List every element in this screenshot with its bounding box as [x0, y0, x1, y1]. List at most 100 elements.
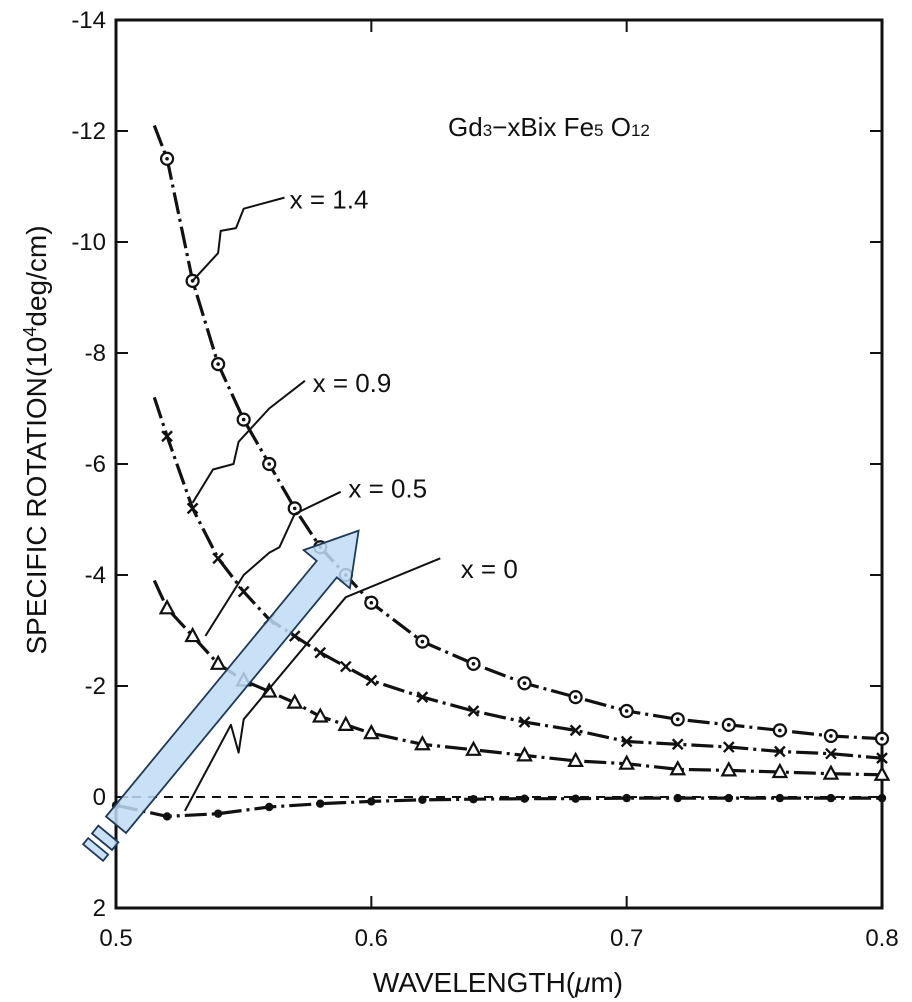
point: [671, 738, 684, 751]
annotation-layer: x = 1.4 x = 0.9 x = 0.5 x = 0: [184, 185, 518, 812]
point: [186, 502, 199, 515]
annotation-leader: [184, 557, 441, 812]
point: [622, 793, 631, 803]
annotation-leader: [191, 196, 285, 282]
point: [337, 715, 355, 731]
point-center: [420, 639, 425, 644]
overlay-arrow-layer: [81, 529, 360, 863]
point: [316, 799, 325, 808]
point: [722, 741, 735, 753]
point: [774, 745, 786, 758]
point: [876, 752, 888, 764]
series-line: [152, 579, 883, 777]
point: [418, 795, 427, 804]
annotation-2: x = 0.5: [204, 473, 427, 637]
point: [520, 794, 529, 803]
point: [772, 723, 787, 738]
point: [469, 795, 478, 804]
series-line: [115, 796, 882, 819]
point: [517, 676, 532, 691]
point-center: [292, 506, 297, 511]
point: [211, 357, 226, 372]
point: [362, 723, 380, 740]
series-line: [152, 124, 883, 741]
point-center: [241, 417, 246, 422]
point-center: [267, 462, 272, 466]
point: [567, 751, 584, 768]
point: [162, 812, 172, 821]
point-center: [471, 662, 476, 666]
point-center: [880, 736, 884, 741]
point: [416, 691, 429, 703]
point: [314, 646, 327, 659]
point: [209, 654, 227, 670]
point: [569, 724, 582, 737]
point-center: [573, 695, 578, 699]
annotation-leader: [191, 380, 306, 504]
point: [673, 793, 682, 803]
point: [516, 746, 533, 762]
point: [466, 656, 481, 671]
x-tick-label: 0.7: [610, 925, 643, 952]
point: [465, 740, 482, 756]
point: [236, 412, 251, 427]
annotation-leader: [204, 490, 342, 637]
point-center: [165, 156, 169, 161]
point-center: [829, 734, 833, 738]
point: [339, 660, 352, 673]
annotation-1: x = 0.9: [191, 368, 392, 504]
point-center: [216, 362, 220, 366]
point: [618, 754, 636, 770]
point: [414, 734, 431, 751]
y-tick-label: -8: [85, 340, 106, 367]
series-1: [152, 396, 888, 764]
point: [568, 689, 583, 705]
y-tick-label: -14: [71, 7, 106, 34]
point: [620, 735, 633, 748]
series-label: x = 0.9: [313, 368, 392, 398]
point-center: [624, 709, 629, 713]
axis-ticks: -14 -12 -10 -8 -6 -4 -2 0 2 0.5 0.6 0.7 0.8: [71, 7, 898, 952]
y-tick-label: -12: [71, 118, 106, 145]
point: [771, 762, 789, 779]
point: [823, 728, 839, 744]
x-tick-label: 0.5: [99, 925, 132, 952]
point: [877, 793, 887, 803]
point: [724, 793, 733, 803]
point: [721, 717, 736, 732]
series-3: [111, 793, 887, 821]
annotation-0: x = 1.4: [191, 185, 369, 282]
y-tick-label: 0: [93, 784, 106, 811]
point: [367, 797, 376, 806]
point: [670, 712, 685, 727]
series-label: x = 0: [461, 554, 518, 584]
y-axis-label: SPECIFIC ROTATION(104deg/cm): [20, 225, 52, 654]
point: [265, 802, 274, 812]
point: [874, 731, 890, 746]
highlight-arrow-tail: [81, 836, 110, 863]
x-axis-label: WAVELENGTH(μm): [373, 967, 623, 998]
x-tick-label: 0.8: [865, 925, 898, 952]
point: [161, 430, 173, 443]
point: [775, 793, 785, 803]
point: [286, 693, 304, 709]
series-label: x = 0.5: [348, 473, 427, 503]
point: [159, 151, 175, 166]
y-tick-label: -2: [85, 673, 106, 700]
y-tick-label: -6: [85, 451, 106, 478]
chart-title: Gd3−xBix Fe5 O12: [448, 112, 650, 142]
point: [825, 747, 837, 760]
point-center: [778, 728, 782, 733]
series-label: x = 1.4: [290, 185, 369, 215]
point: [184, 626, 201, 643]
point: [826, 793, 836, 803]
point: [669, 759, 687, 776]
point: [365, 674, 378, 687]
y-tick-label: -4: [85, 562, 106, 589]
annotation-3: x = 0: [184, 554, 518, 812]
point-center: [675, 717, 680, 722]
point: [237, 585, 250, 598]
point: [822, 764, 840, 780]
highlight-arrow-tail: [90, 824, 120, 852]
